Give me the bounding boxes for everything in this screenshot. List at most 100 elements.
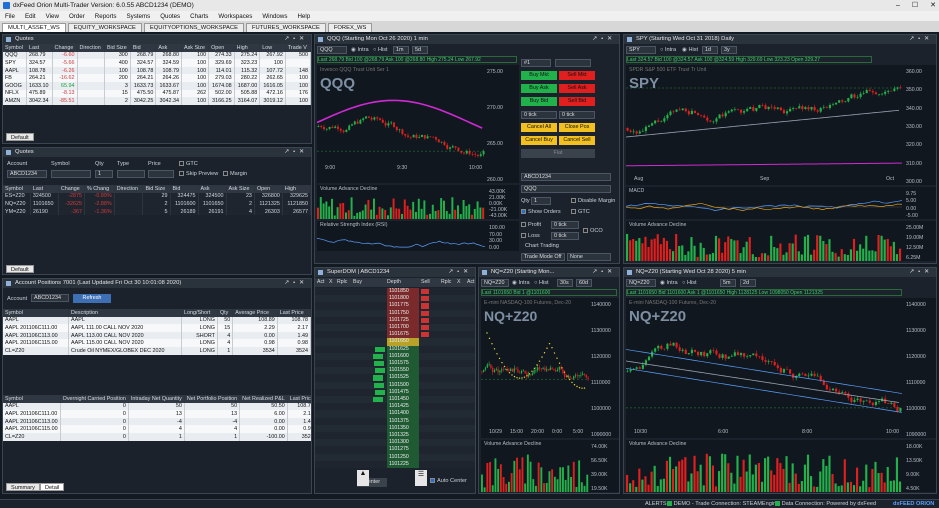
- dom-price-row[interactable]: 1101325: [315, 432, 475, 440]
- dom-price-cell[interactable]: 1101650: [387, 338, 419, 346]
- loss-stepper[interactable]: 0 tick: [551, 232, 579, 240]
- intra-radio[interactable]: ◉ Intra: [512, 280, 530, 286]
- show-orders-checkbox[interactable]: Show Orders: [521, 209, 561, 215]
- spy-price-chart[interactable]: SPDR S&P 500 ETF Trust Tr Unit SPY 360.0…: [626, 65, 936, 185]
- interval-select[interactable]: 5m: [720, 279, 736, 287]
- column-header[interactable]: Bid Size: [142, 185, 171, 193]
- column-header[interactable]: Low: [259, 44, 286, 52]
- table-row[interactable]: AAPL 201106C111.00013136.002.172.29122.2…: [3, 410, 311, 418]
- dom-price-row[interactable]: 1101725: [315, 316, 475, 324]
- buy-ask-button[interactable]: Buy Ask: [521, 84, 557, 93]
- table-row[interactable]: AAPL AAPL LONG 50 108.89 108.78: [3, 316, 311, 325]
- dom-price-row[interactable]: 1101550: [315, 367, 475, 375]
- dom-price-row[interactable]: 1101750: [315, 309, 475, 317]
- table-row[interactable]: AAPL 201106C113.000-4-40.001.491.5400: [3, 417, 311, 426]
- column-header[interactable]: Ask Size: [181, 44, 210, 52]
- column-header[interactable]: Direction: [114, 185, 144, 193]
- column-header[interactable]: Intraday Net Quantity: [128, 395, 185, 403]
- table-row[interactable]: FB 264.21 -16.62 200 264.21 264.26 100 279.03 28…: [3, 74, 311, 82]
- gtc-checkbox[interactable]: GTC: [179, 161, 198, 167]
- column-header[interactable]: High: [282, 185, 311, 193]
- dom-price-cell[interactable]: 1101550: [387, 367, 419, 375]
- dom-price-cell[interactable]: 1101675: [387, 331, 419, 339]
- table-row[interactable]: QQQ 268.79 -6.60 300 268.79 268.80 100 274.33 27…: [3, 51, 311, 60]
- dom-price-row[interactable]: 1101375: [315, 417, 475, 425]
- qty-input[interactable]: 1: [95, 170, 113, 178]
- table-row[interactable]: NQ=Z20 1101650 -32625 -2.88% 2 1101600 1101650…: [3, 200, 311, 208]
- range-select[interactable]: 2d: [740, 279, 756, 287]
- column-header[interactable]: Symbol: [3, 309, 70, 317]
- ticket-symbol-field[interactable]: QQQ: [521, 185, 611, 193]
- dom-price-cell[interactable]: 1101400: [387, 410, 419, 418]
- dom-price-cell[interactable]: 1101700: [387, 324, 419, 332]
- minimize-icon[interactable]: –: [895, 2, 900, 9]
- dom-ladder[interactable]: 1101850 1101800 1101775 1101750 1101725 11017…: [315, 288, 475, 468]
- column-header[interactable]: Last: [30, 185, 59, 193]
- column-header[interactable]: Last: [26, 44, 53, 52]
- ticket-route-select[interactable]: [555, 59, 591, 67]
- trade-mode-option-select[interactable]: None: [567, 253, 611, 261]
- gtc-checkbox[interactable]: GTC: [571, 209, 590, 215]
- table-row[interactable]: AAPL 108.78 -6.26 100 108.78 108.79 100 114.01 1…: [3, 66, 311, 75]
- column-header[interactable]: Symbol: [3, 185, 31, 193]
- dom-price-row[interactable]: 1101775: [315, 302, 475, 310]
- alerts-label[interactable]: ALERTS: [645, 501, 667, 507]
- panel-tools-icon[interactable]: ↗•✕: [448, 269, 472, 275]
- nq-price-chart-2[interactable]: E-mini NASDAQ-100 Futures, Dec-20 NQ+Z20…: [626, 298, 936, 438]
- column-header[interactable]: Qty: [217, 309, 234, 317]
- tab-equity[interactable]: EQUITY_WORKSPACE: [67, 23, 142, 32]
- dom-price-cell[interactable]: 1101750: [387, 309, 419, 317]
- price-input[interactable]: [148, 170, 174, 178]
- menu-edit[interactable]: Edit: [24, 12, 36, 20]
- interval-select[interactable]: 30s: [557, 279, 573, 287]
- menu-systems[interactable]: Systems: [126, 12, 151, 20]
- symbol-input[interactable]: QQQ: [317, 46, 347, 54]
- sell-ask-button[interactable]: Sell Ask: [559, 84, 595, 93]
- column-header[interactable]: Symbol: [3, 44, 27, 52]
- center-button[interactable]: Center: [357, 478, 387, 487]
- type-select[interactable]: [117, 170, 145, 178]
- range-select[interactable]: 5d: [412, 46, 428, 54]
- tab-forex[interactable]: FOREX_WS: [327, 23, 373, 32]
- dom-price-cell[interactable]: 1101625: [387, 345, 419, 353]
- hist-radio[interactable]: ○ Hist: [682, 280, 697, 286]
- sell-offset-stepper[interactable]: 0 tick: [559, 111, 595, 119]
- dom-price-row[interactable]: 1101225: [315, 460, 475, 468]
- dom-price-row[interactable]: 1101600: [315, 352, 475, 360]
- panel-tools-icon[interactable]: ↗•✕: [909, 36, 933, 42]
- intra-radio[interactable]: ○ Intra: [660, 47, 677, 53]
- trade-mode-select[interactable]: Trade Mode Off: [521, 253, 565, 261]
- dom-price-cell[interactable]: 1101575: [387, 360, 419, 368]
- column-header[interactable]: Description: [68, 309, 182, 317]
- dom-price-cell[interactable]: 1101425: [387, 403, 419, 411]
- column-header[interactable]: Long/Short: [181, 309, 218, 317]
- dom-price-cell[interactable]: 1101325: [387, 432, 419, 440]
- column-header[interactable]: Trade V: [285, 44, 311, 52]
- cancel-all-button[interactable]: Cancel All: [521, 123, 557, 132]
- loss-checkbox[interactable]: Loss: [521, 233, 540, 239]
- hist-radio[interactable]: ○ Hist: [534, 280, 549, 286]
- auto-center-checkbox[interactable]: Auto Center: [430, 478, 467, 484]
- dom-price-row[interactable]: 1101625: [315, 345, 475, 353]
- table-row[interactable]: YM=Z20 26190 -367 -1.36% 5 26189 26191 4 26303 26…: [3, 207, 311, 216]
- column-header[interactable]: Open: [208, 44, 235, 52]
- interval-select[interactable]: 1d: [702, 46, 718, 54]
- ticket-symbol-select[interactable]: #1: [521, 59, 551, 67]
- symbol-input[interactable]: NQ=Z20: [626, 279, 656, 287]
- table-row[interactable]: GOOG 1633.10 65.94 3 1633.73 1633.67 100 1674.0…: [3, 81, 311, 90]
- maximize-icon[interactable]: ☐: [911, 2, 919, 9]
- qqq-price-chart[interactable]: Invesco QQQ Trust Unit Ser 1 QQQ: [317, 65, 519, 183]
- panel-tools-icon[interactable]: ↗•✕: [284, 36, 308, 42]
- dom-price-row[interactable]: 1101650: [315, 338, 475, 346]
- menu-charts[interactable]: Charts: [190, 12, 209, 20]
- tab-multi-asset[interactable]: MULTI_ASSET_WS: [2, 23, 66, 32]
- hist-radio[interactable]: ○ Hist: [373, 47, 388, 53]
- column-header[interactable]: Open: [254, 185, 283, 193]
- dom-price-cell[interactable]: 1101475: [387, 388, 419, 396]
- menu-order[interactable]: Order: [68, 12, 85, 20]
- column-header[interactable]: % Chang: [84, 185, 115, 193]
- column-header[interactable]: Symbol: [3, 395, 61, 403]
